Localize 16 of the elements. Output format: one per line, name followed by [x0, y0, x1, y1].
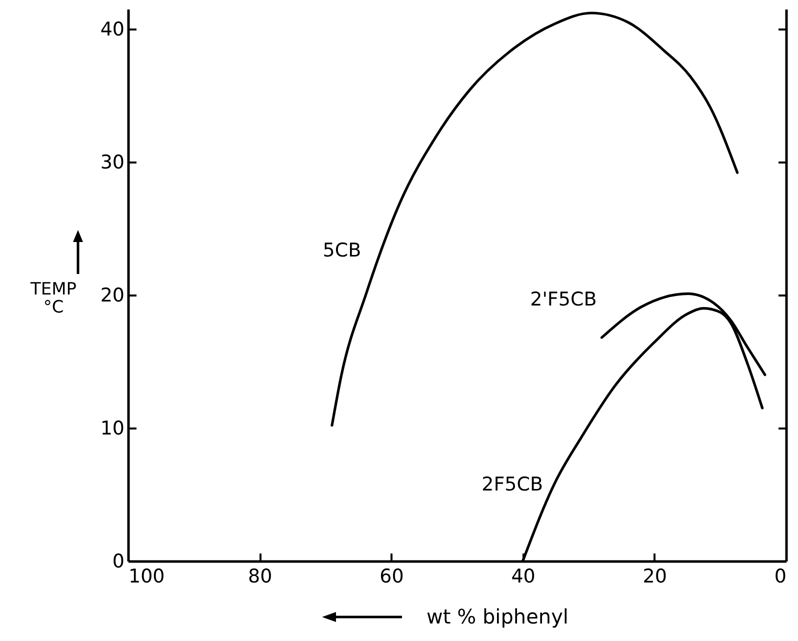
series-label: 2F5CB	[482, 474, 544, 496]
y-tick-label: 10	[100, 417, 124, 440]
y-tick-label: 0	[112, 550, 124, 572]
y-tick-label: 20	[100, 284, 124, 306]
x-tick-label: 100	[128, 566, 165, 588]
y-tick-label: 40	[100, 18, 124, 40]
series-label: 5CB	[322, 240, 362, 262]
x-tick-label: 80	[248, 566, 272, 588]
x-tick-label: 0	[774, 566, 786, 588]
x-axis-title: wt % biphenyl	[426, 604, 568, 628]
x-tick-label: 20	[642, 566, 667, 588]
x-tick-label: 40	[511, 566, 536, 588]
y-tick-label: 30	[100, 151, 124, 174]
y-axis-title: TEMP °C	[29, 280, 77, 318]
series-label: 2'F5CB	[530, 288, 597, 311]
x-tick-label: 60	[380, 566, 404, 588]
